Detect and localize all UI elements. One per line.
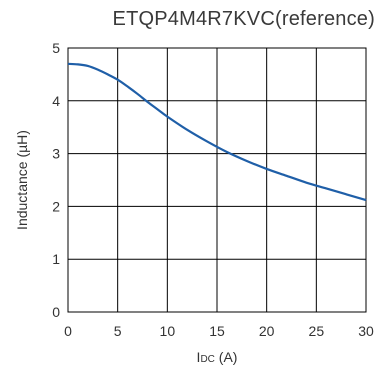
x-tick-label: 20 — [259, 323, 275, 339]
x-tick-label: 15 — [209, 323, 225, 339]
y-tick-label: 0 — [52, 304, 60, 320]
x-axis-label: IDC (A) — [197, 349, 238, 365]
x-tick-label: 30 — [358, 323, 374, 339]
y-tick-label: 1 — [52, 251, 60, 267]
x-tick-label: 5 — [114, 323, 122, 339]
x-tick-label: 0 — [64, 323, 72, 339]
y-tick-label: 3 — [52, 146, 60, 162]
x-tick-label: 25 — [309, 323, 325, 339]
y-tick-label: 2 — [52, 198, 60, 214]
x-tick-labels: 0 5 10 15 20 25 30 — [64, 323, 374, 339]
x-axis-label-unit: (A) — [215, 349, 238, 365]
y-tick-label: 5 — [52, 40, 60, 56]
x-axis-label-subscript: DC — [200, 354, 214, 365]
x-tick-label: 10 — [160, 323, 176, 339]
y-tick-labels: 0 1 2 3 4 5 — [52, 40, 60, 320]
grid-lines — [68, 48, 366, 312]
y-tick-label: 4 — [52, 93, 60, 109]
y-axis-label: Inductance (µH) — [14, 130, 30, 230]
